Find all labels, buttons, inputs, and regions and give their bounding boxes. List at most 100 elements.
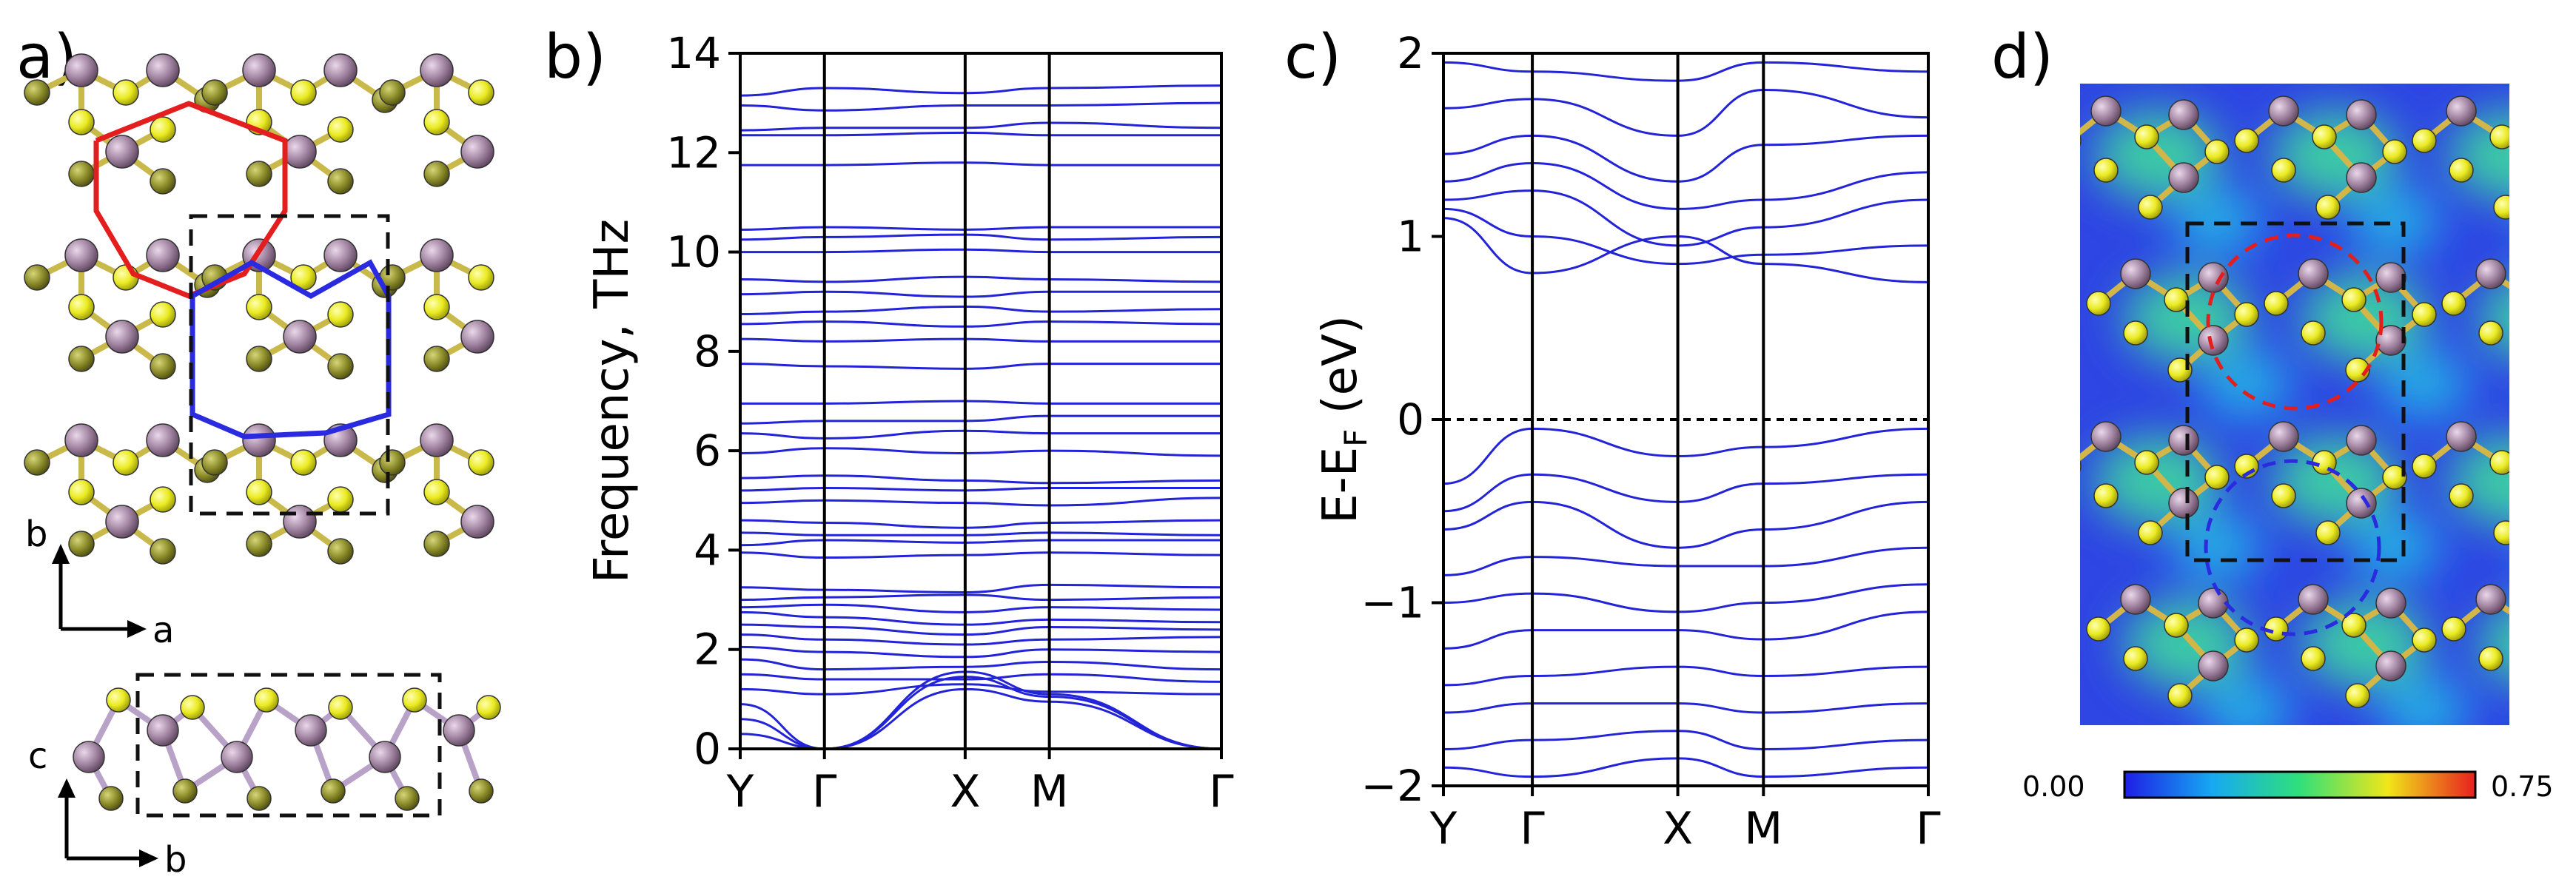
panel-b-ticks: Y Γ X M Γ 0 2 4 6 8 10 12 14: [666, 28, 1234, 818]
panel-b-band-20: [740, 497, 1221, 507]
mo-atom: [242, 423, 276, 457]
mo-atom: [2168, 425, 2199, 456]
panel-b-ytick-label-2: 4: [694, 525, 721, 575]
s-atom-lower: [172, 778, 198, 804]
panel-b-band-15: [740, 414, 1221, 425]
mo-atom: [2090, 421, 2121, 452]
mo-atom: [2524, 100, 2554, 129]
s-atom: [2520, 613, 2543, 637]
s-atom: [2134, 450, 2159, 475]
panel-b-band-21: [740, 519, 1221, 529]
s-atom: [2478, 646, 2503, 671]
panel-c-band-9: [1443, 500, 1928, 549]
mo-atom: [2375, 650, 2406, 682]
s-atom: [2138, 195, 2163, 220]
mo-atom: [221, 741, 253, 773]
panel-c-xtick-label-2: X: [1663, 803, 1693, 855]
panel-b-ytick-label-4: 8: [694, 326, 721, 377]
s-atom: [2301, 320, 2326, 346]
panel-b-band-17: [740, 447, 1221, 457]
panel-b-ytick-label-1: 2: [694, 625, 721, 675]
mo-atom: [2446, 95, 2477, 127]
s-atom-lower: [98, 786, 124, 811]
panel-b-band-31: [740, 645, 1221, 659]
mo-atom: [2090, 95, 2121, 127]
mo-atom: [460, 505, 494, 539]
panel-b-band-6: [740, 233, 1221, 241]
panel-b-band-4: [740, 161, 1221, 166]
mo-atom: [2475, 258, 2506, 289]
s-atom: [2204, 139, 2230, 164]
s-atom: [2234, 627, 2259, 653]
s-atom-lower: [395, 786, 420, 811]
red-dashed-circle: [2206, 233, 2384, 411]
panel-c-xtick-label-3: M: [1744, 803, 1782, 855]
panel-b-band-12: [740, 337, 1221, 343]
s-atom: [2138, 520, 2163, 545]
panel-c-band-3: [1443, 161, 1928, 210]
s-atom: [2123, 646, 2148, 671]
panel-b-xtick-label-1: Γ: [812, 766, 837, 818]
s-atom: [328, 695, 353, 720]
panel-c-band-16: [1443, 757, 1928, 778]
mo-atom: [2268, 95, 2299, 127]
mo-atom: [2524, 488, 2554, 518]
panel-a-label: a): [16, 22, 77, 92]
panel-b-xtick-label-0: Y: [726, 766, 754, 818]
mo-atom: [2554, 263, 2576, 292]
s-atom: [2560, 465, 2576, 489]
s-atom: [2489, 450, 2509, 475]
panel-b-ytick-label-6: 12: [666, 127, 721, 178]
s-atom: [2520, 288, 2543, 312]
mo-atom: [295, 714, 327, 747]
panel-b-ylabel: Frequency, THz: [585, 219, 640, 583]
mo-atom: [2346, 99, 2377, 130]
s-atom: [2441, 291, 2466, 316]
panel-c-ytick-label-1: −1: [1361, 578, 1425, 628]
panel-b-band-2: [740, 121, 1221, 132]
s-atom-lower: [379, 449, 406, 476]
s-atom: [327, 486, 354, 513]
panel-d-charge-density: d) 0.00 0.75: [1991, 22, 2576, 803]
mo-atom: [2268, 421, 2299, 452]
panel-b-xtick-label-2: X: [950, 766, 980, 818]
panel-b-band-5: [740, 226, 1221, 231]
s-atom-lower: [24, 264, 50, 291]
s-atom: [2086, 291, 2111, 316]
mo-atom: [2446, 421, 2477, 452]
s-atom: [113, 79, 139, 106]
panel-c-label: c): [1284, 22, 1341, 92]
panel-c-ytick-label-4: 2: [1397, 28, 1424, 78]
s-atom: [327, 116, 354, 143]
s-atom: [2449, 483, 2474, 508]
s-atom: [2234, 302, 2259, 327]
s-atom: [402, 687, 427, 713]
s-atom: [113, 264, 139, 291]
panel-b-band-14: [740, 400, 1221, 405]
mo-atom: [242, 53, 276, 87]
s-atom: [2493, 520, 2509, 545]
panel-c-ylabel: E-EF (eV): [1313, 315, 1374, 524]
colorbar-min-label: 0.00: [2022, 770, 2085, 803]
s-atom-lower: [201, 449, 228, 476]
s-atom: [2560, 140, 2576, 164]
panel-b-band-30: [740, 633, 1221, 646]
s-atom: [290, 449, 317, 476]
s-atom-lower: [327, 538, 354, 565]
s-atom: [246, 479, 272, 505]
density-map: [2080, 84, 2576, 725]
s-atom: [2441, 616, 2466, 642]
s-atom: [476, 695, 501, 720]
mo-atom: [73, 741, 105, 773]
s-atom: [2301, 646, 2326, 671]
s-atom: [150, 486, 176, 513]
blue-dashed-circle: [2204, 459, 2381, 636]
s-atom: [2080, 135, 2082, 147]
panel-b-band-22: [740, 531, 1221, 536]
s-atom: [2093, 483, 2119, 508]
mo-atom: [2524, 163, 2554, 192]
top-axes-indicator: b a: [25, 514, 174, 651]
s-atom: [2134, 124, 2159, 149]
panel-b-band-32: [740, 658, 1221, 671]
panel-b-band-18: [740, 474, 1221, 485]
